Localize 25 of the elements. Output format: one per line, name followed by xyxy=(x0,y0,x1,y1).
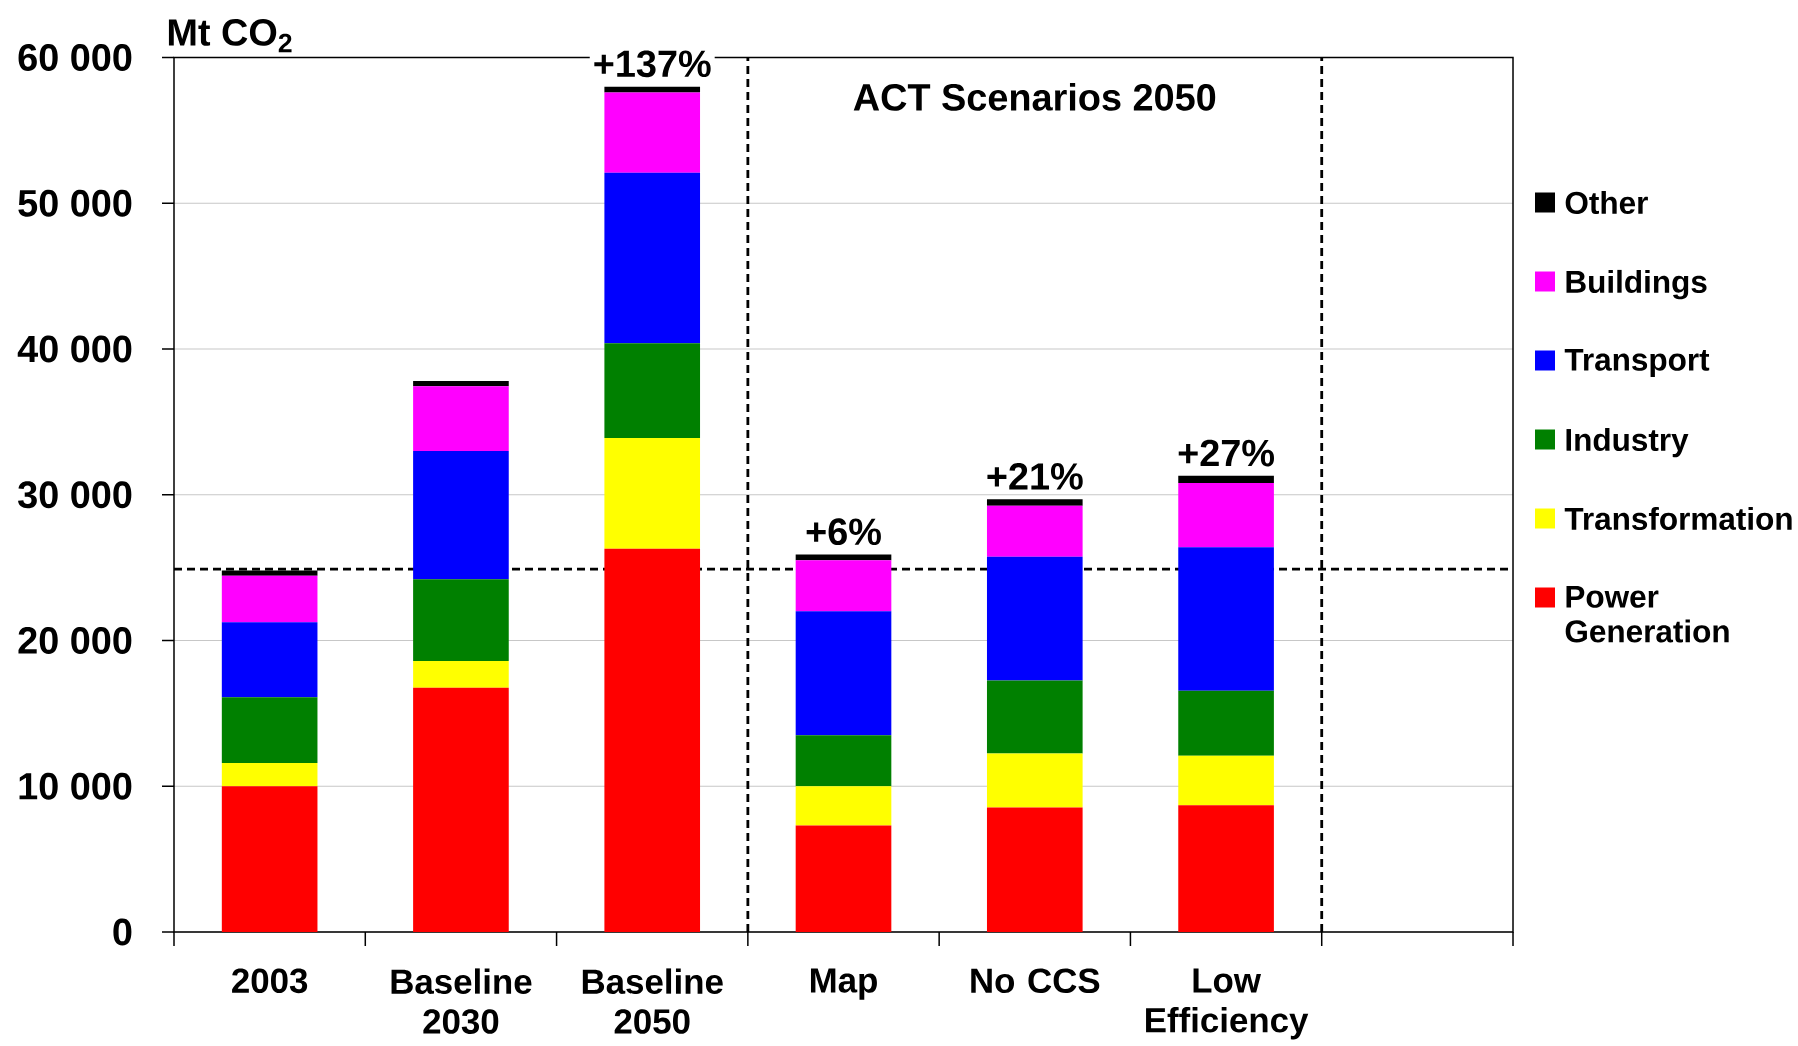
y-tick-label: 30 000 xyxy=(18,481,132,509)
x-tick-label: Map xyxy=(810,968,877,1000)
y-tick-label: 50 000 xyxy=(18,189,132,217)
y-tick-label: 60 000 xyxy=(18,44,132,71)
y-tick-label: 10 000 xyxy=(19,772,132,800)
y-axis-title: Mt CO$_{2}$ xyxy=(168,19,292,53)
x-tick-label: Low Efficiency xyxy=(1146,968,1309,1040)
legend-label: Transformation xyxy=(1564,506,1792,531)
x-tick-label: Baseline 2050 xyxy=(582,968,723,1034)
legend-label: Buildings xyxy=(1566,269,1707,300)
y-tick-label: 20 000 xyxy=(18,627,132,654)
y-tick-label: 0 xyxy=(113,918,132,946)
annotation: +6% xyxy=(806,518,881,546)
x-tick-label: Baseline 2030 xyxy=(391,968,532,1034)
annotation: +21% xyxy=(987,462,1083,490)
annotation: +27% xyxy=(1178,439,1274,467)
x-tick-label: 2003 xyxy=(232,968,308,994)
annotation: +137% xyxy=(594,50,711,78)
y-tick-label: 40 000 xyxy=(17,335,132,363)
legend-label: Industry xyxy=(1566,427,1689,458)
x-tick-label: No CCS xyxy=(971,968,1100,994)
legend-label: Other xyxy=(1565,190,1648,215)
legend-label: Transport xyxy=(1564,348,1710,378)
annotation: ACT Scenarios 2050 xyxy=(853,82,1216,111)
legend-label: Power Generation xyxy=(1565,585,1729,643)
